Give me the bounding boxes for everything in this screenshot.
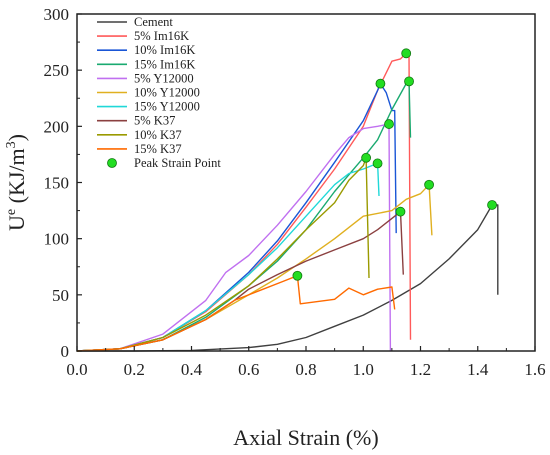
y-tick-label: 300 [44, 5, 70, 24]
peak-point-4 [384, 119, 394, 129]
peak-point-8 [361, 152, 372, 163]
y-axis-title-sup-3: 3 [4, 141, 19, 148]
plot-marks [76, 48, 499, 352]
series-line-8 [76, 157, 370, 352]
legend-label-7: 5% K37 [134, 114, 175, 128]
y-tick-label: 100 [44, 230, 70, 249]
legend-label-peak: Peak Strain Point [134, 156, 221, 170]
legend-label-2: 10% Im16K [134, 43, 195, 57]
x-tick-label: 1.4 [467, 360, 489, 379]
x-tick-label: 0.6 [238, 360, 259, 379]
y-tick-label: 0 [61, 342, 70, 361]
y-axis-title-sup-e: e [4, 209, 19, 215]
series-line-2 [76, 82, 397, 352]
x-tick-label: 1.0 [353, 360, 374, 379]
legend-label-0: Cement [134, 15, 173, 29]
legend-label-4: 5% Y12000 [134, 71, 194, 85]
peak-point-7 [395, 206, 406, 217]
x-tick-label: 0.4 [181, 360, 203, 379]
x-axis-title: Axial Strain (%) [233, 425, 378, 450]
peak-point-2 [375, 78, 386, 89]
legend-label-8: 10% K37 [134, 128, 182, 142]
peak-point-0 [487, 200, 497, 210]
x-tick-label: 1.2 [410, 360, 431, 379]
axis-ticks: 0.0 0.2 0.4 0.6 0.8 1.0 1.2 1.4 1.6 0 50 100 150 200 2… [44, 5, 546, 379]
x-tick-label: 0.8 [295, 360, 316, 379]
y-axis-title-unit-open: (KJ/m [4, 148, 29, 209]
series-line-4 [76, 123, 392, 352]
peak-point-5 [424, 179, 434, 190]
legend-label-9: 15% K37 [134, 142, 182, 156]
x-tick-label: 0.2 [124, 360, 145, 379]
legend-label-6: 15% Y12000 [134, 100, 200, 114]
legend-label-5: 10% Y12000 [134, 86, 200, 100]
y-axis-title: Ue (KJ/m3) [4, 134, 29, 231]
series-line-1 [76, 52, 412, 352]
y-tick-label: 200 [44, 117, 70, 136]
y-axis-title-base: U [4, 215, 29, 231]
legend-swatch-peak [107, 158, 117, 168]
y-tick-label: 50 [52, 286, 69, 305]
x-tick-label: 0.0 [66, 360, 87, 379]
y-tick-label: 250 [44, 61, 70, 80]
y-tick-label: 150 [44, 174, 70, 193]
peak-point-9 [292, 270, 303, 281]
peak-point-3 [404, 76, 414, 87]
peak-point-1 [401, 48, 412, 59]
series-line-9 [76, 275, 396, 352]
y-axis-title-unit-close: ) [4, 134, 29, 141]
peak-point-6 [372, 158, 383, 169]
x-tick-label: 1.6 [524, 360, 545, 379]
series-line-0 [77, 204, 499, 352]
legend-label-1: 5% Im16K [134, 29, 189, 43]
series-line-3 [76, 80, 412, 352]
legend-label-3: 15% Im16K [134, 57, 195, 71]
